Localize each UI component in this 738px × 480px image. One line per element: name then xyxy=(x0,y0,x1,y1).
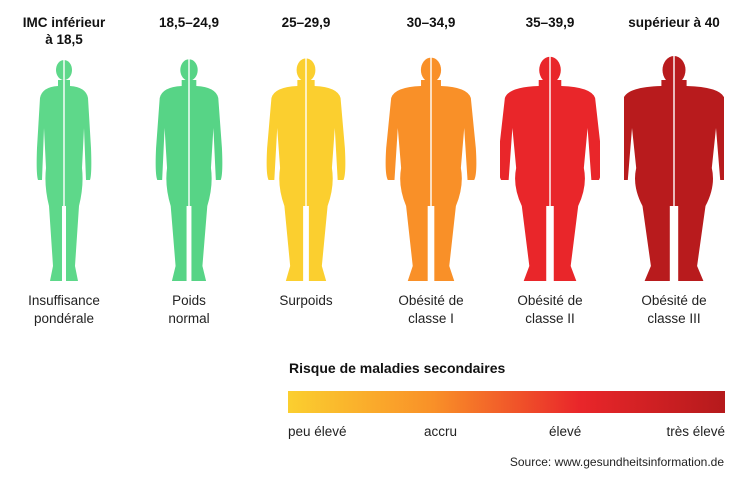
bmi-range-label: 35–39,9 xyxy=(525,15,575,30)
bmi-category-label: Insuffisance pondérale xyxy=(28,293,100,326)
source-credit: Source: www.gesundheitsinformation.de xyxy=(509,455,724,469)
bmi-category-label: Obésité de classe I xyxy=(398,293,464,326)
risk-gradient-bar xyxy=(288,391,725,413)
bmi-column: 25–29,9 Surpoids xyxy=(246,0,366,340)
bmi-range-label: 18,5–24,9 xyxy=(158,15,220,30)
body-silhouette-icon xyxy=(256,56,356,288)
bmi-category-label: Poids normal xyxy=(168,293,210,326)
risk-level-high: élevé xyxy=(549,424,582,439)
body-silhouette-icon xyxy=(381,56,481,288)
bmi-range-label: supérieur à 40 xyxy=(628,15,720,30)
bmi-category-label: Obésité de classe II xyxy=(517,293,583,326)
body-silhouette-icon xyxy=(139,56,239,288)
body-silhouette-icon xyxy=(500,56,600,288)
bmi-column: 18,5–24,9 Poids normal xyxy=(129,0,249,340)
bmi-range-label: IMC inférieur à 18,5 xyxy=(22,15,106,47)
bmi-column: 30–34,9 Obésité de classe I xyxy=(371,0,491,340)
risk-level-increased: accru xyxy=(424,424,458,439)
bmi-category-label: Surpoids xyxy=(279,293,333,308)
risk-level-very-high: très élevé xyxy=(666,424,725,439)
bmi-column: 35–39,9 Obésité de classe II xyxy=(490,0,610,340)
bmi-range-label: 25–29,9 xyxy=(281,15,331,30)
risk-scale-title: Risque de maladies secondaires xyxy=(289,360,506,376)
bmi-column: IMC inférieur à 18,5 Insuffisance pondér… xyxy=(4,0,124,340)
body-silhouette-icon xyxy=(624,56,724,288)
bmi-category-label: Obésité de classe III xyxy=(641,293,707,326)
bmi-range-label: 30–34,9 xyxy=(406,15,456,30)
body-silhouette-icon xyxy=(14,56,114,288)
risk-level-low: peu élevé xyxy=(288,424,347,439)
bmi-column: supérieur à 40 Obésité de classe III xyxy=(614,0,734,340)
